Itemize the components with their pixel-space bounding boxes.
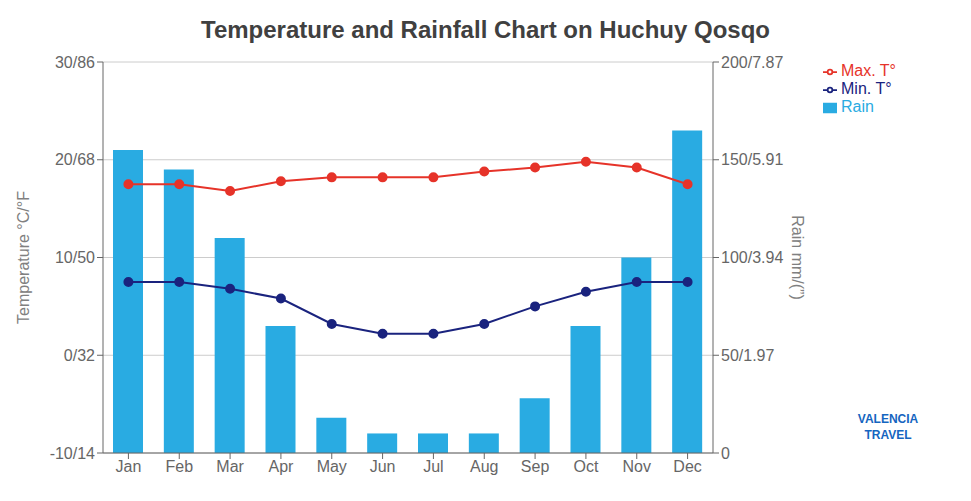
svg-text:Mar: Mar — [216, 458, 244, 475]
svg-text:Dec: Dec — [673, 458, 701, 475]
svg-text:Nov: Nov — [623, 458, 651, 475]
svg-text:Sep: Sep — [521, 458, 550, 475]
html-text:Rain: Rain — [841, 98, 874, 115]
svg-text:Aug: Aug — [470, 458, 498, 475]
svg-text:10/50: 10/50 — [55, 249, 95, 266]
svg-text:Feb: Feb — [165, 458, 193, 475]
svg-text:50/1.97: 50/1.97 — [721, 347, 774, 364]
html-text:Temperature and Rainfall Chart: Temperature and Rainfall Chart on Huchuy… — [201, 16, 770, 43]
svg-text:Jul: Jul — [423, 458, 443, 475]
html-text:Min. T°: Min. T° — [841, 80, 892, 97]
svg-text:200/7.87: 200/7.87 — [721, 54, 783, 71]
svg-text:Jun: Jun — [370, 458, 396, 475]
svg-text:Jan: Jan — [116, 458, 142, 475]
svg-text:0/32: 0/32 — [64, 347, 95, 364]
svg-text:30/86: 30/86 — [55, 54, 95, 71]
svg-text:Oct: Oct — [573, 458, 598, 475]
html-text:VALENCIA: VALENCIA — [857, 412, 919, 426]
html-text:TRAVEL: TRAVEL — [864, 428, 912, 442]
svg-text:150/5.91: 150/5.91 — [721, 151, 783, 168]
svg-text:Temperature °C/°F: Temperature °C/°F — [15, 191, 32, 324]
html-text:Max. T°: Max. T° — [841, 62, 896, 79]
svg-text:-10/14: -10/14 — [50, 445, 95, 462]
svg-text:0: 0 — [721, 445, 730, 462]
svg-text:100/3.94: 100/3.94 — [721, 249, 783, 266]
svg-text:Apr: Apr — [268, 458, 294, 475]
svg-text:20/68: 20/68 — [55, 151, 95, 168]
svg-text:Rain mm/(”): Rain mm/(”) — [789, 215, 806, 299]
svg-text:May: May — [317, 458, 347, 475]
